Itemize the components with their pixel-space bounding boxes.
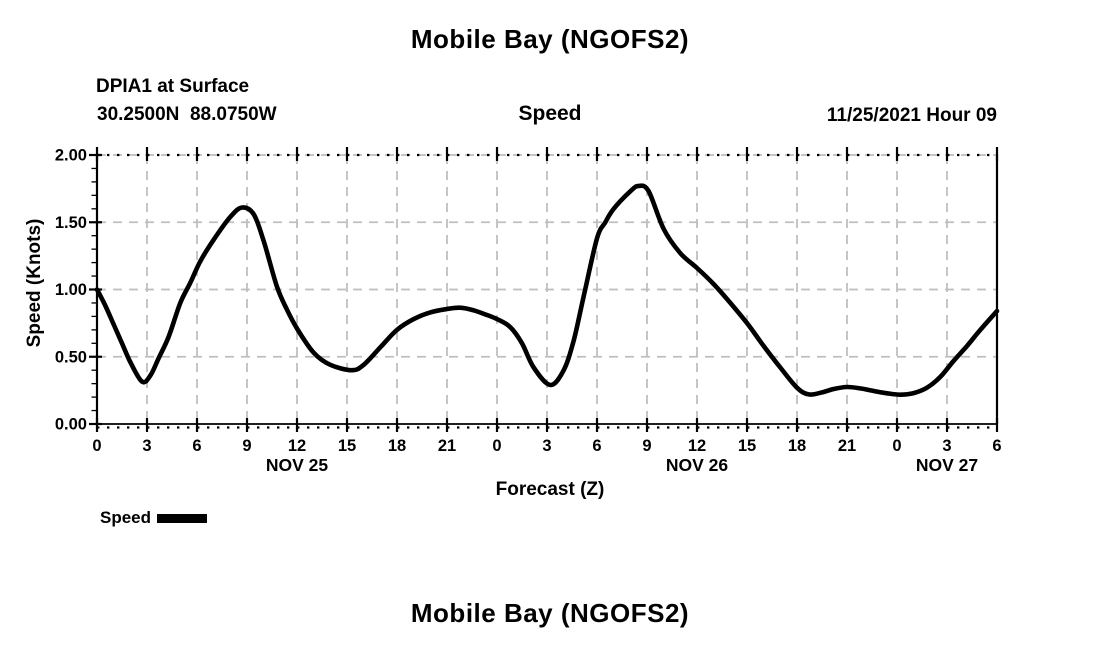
- station-label: DPIA1 at Surface: [96, 76, 250, 97]
- panel-title: Speed: [518, 102, 582, 125]
- svg-text:15: 15: [338, 437, 356, 455]
- y-axis-title: Speed (Knots): [24, 218, 45, 348]
- svg-text:1.50: 1.50: [55, 214, 87, 232]
- svg-text:3: 3: [542, 437, 551, 455]
- svg-text:6: 6: [192, 437, 201, 455]
- svg-text:15: 15: [738, 437, 756, 455]
- legend-swatch: [157, 513, 208, 523]
- svg-text:21: 21: [438, 437, 456, 455]
- footer-title: Mobile Bay (NGOFS2): [410, 598, 690, 628]
- x-axis-title: Forecast (Z): [495, 479, 605, 500]
- svg-text:9: 9: [242, 437, 251, 455]
- svg-text:21: 21: [838, 437, 856, 455]
- svg-text:2.00: 2.00: [55, 147, 87, 165]
- svg-text:18: 18: [388, 437, 406, 455]
- svg-text:NOV 27: NOV 27: [916, 455, 978, 475]
- forecast-run-label: 11/25/2021 Hour 09: [826, 105, 997, 126]
- svg-text:12: 12: [688, 437, 706, 455]
- page-title: Mobile Bay (NGOFS2): [410, 24, 690, 54]
- legend: Speed: [100, 508, 208, 528]
- svg-text:0: 0: [92, 437, 101, 455]
- svg-text:6: 6: [592, 437, 601, 455]
- svg-text:6: 6: [992, 437, 1001, 455]
- svg-text:9: 9: [642, 437, 651, 455]
- legend-label: Speed: [100, 508, 152, 527]
- svg-text:NOV 26: NOV 26: [666, 455, 729, 475]
- svg-text:0: 0: [492, 437, 501, 455]
- svg-text:1.00: 1.00: [55, 281, 87, 299]
- svg-text:18: 18: [788, 437, 806, 455]
- svg-text:3: 3: [142, 437, 151, 455]
- svg-text:NOV 25: NOV 25: [266, 455, 329, 475]
- svg-text:0.00: 0.00: [55, 416, 87, 434]
- station-coords: 30.2500N 88.0750W: [97, 104, 277, 125]
- svg-text:12: 12: [288, 437, 306, 455]
- svg-text:3: 3: [942, 437, 951, 455]
- svg-text:0.50: 0.50: [55, 348, 87, 366]
- svg-text:0: 0: [892, 437, 901, 455]
